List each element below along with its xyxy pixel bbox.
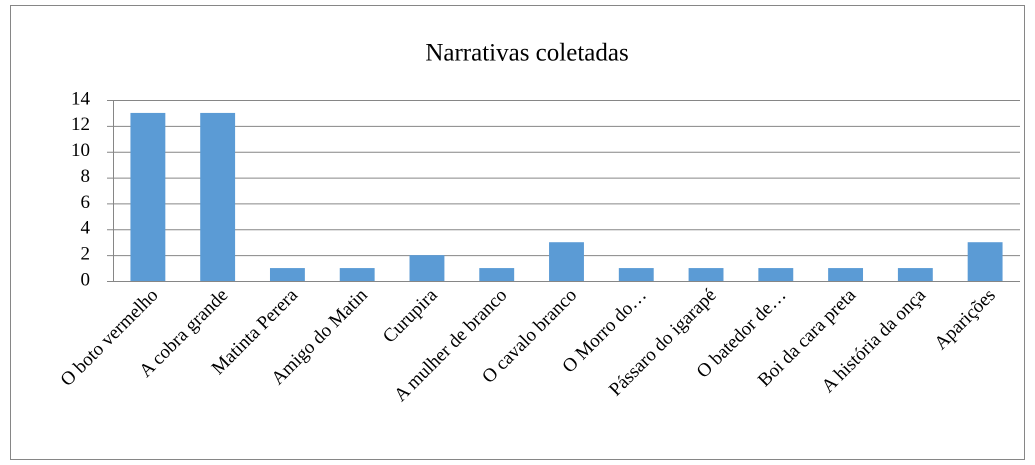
bar: [828, 268, 864, 281]
y-tick-label: 14: [71, 88, 91, 109]
y-tick-label: 8: [81, 166, 91, 187]
bar: [897, 268, 933, 281]
bar: [618, 268, 654, 281]
bar: [200, 112, 236, 281]
bar: [130, 112, 166, 281]
bar: [758, 268, 794, 281]
y-tick-label: 2: [81, 244, 91, 265]
bar: [549, 242, 584, 281]
bar: [269, 268, 305, 281]
y-tick-label: 0: [81, 269, 91, 290]
y-tick-label: 6: [81, 192, 91, 213]
chart-title: Narrativas coletadas: [425, 40, 628, 67]
bar: [688, 268, 724, 281]
bar: [339, 268, 375, 281]
chart-border: [10, 5, 1025, 460]
y-tick-label: 12: [71, 114, 90, 135]
bar: [409, 255, 445, 281]
bar: [967, 242, 1003, 281]
bar: [479, 268, 515, 281]
y-tick-label: 4: [81, 218, 91, 239]
y-tick-label: 10: [71, 140, 90, 161]
